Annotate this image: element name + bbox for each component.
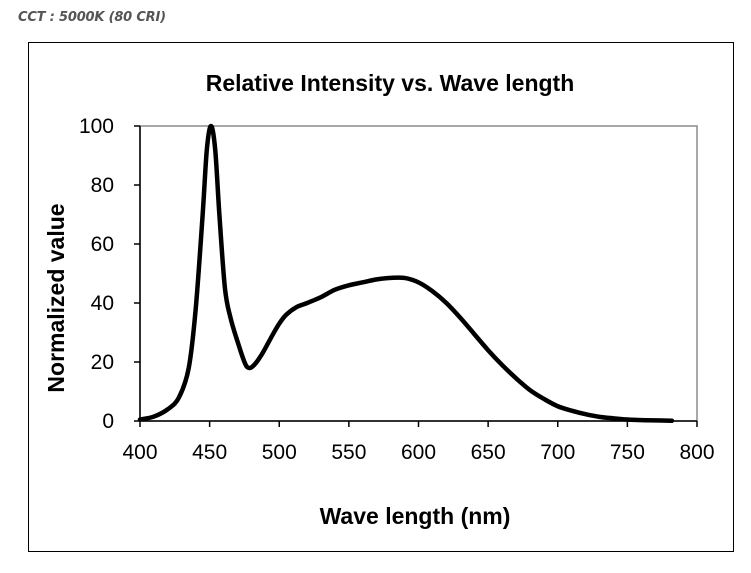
y-tick-label: 0 bbox=[102, 410, 114, 433]
x-tick-label: 450 bbox=[192, 441, 227, 464]
y-tick-label: 20 bbox=[91, 351, 114, 374]
x-tick-label: 500 bbox=[262, 441, 297, 464]
x-tick-label: 400 bbox=[122, 441, 157, 464]
cct-caption: CCT : 5000K (80 CRI) bbox=[18, 10, 166, 25]
chart-title: Relative Intensity vs. Wave length bbox=[206, 70, 575, 96]
y-axis-label: Normalized value bbox=[43, 203, 69, 392]
x-tick-label: 800 bbox=[679, 441, 714, 464]
x-axis-label: Wave length (nm) bbox=[320, 503, 511, 529]
y-tick-label: 100 bbox=[79, 115, 114, 138]
x-tick-label: 750 bbox=[610, 441, 645, 464]
series-line bbox=[137, 123, 675, 423]
y-tick-label: 40 bbox=[91, 292, 114, 315]
x-tick-label: 700 bbox=[540, 441, 575, 464]
x-tick-label: 600 bbox=[401, 441, 436, 464]
y-tick-label: 60 bbox=[91, 233, 114, 256]
chart-frame bbox=[28, 42, 734, 552]
x-tick-label: 650 bbox=[471, 441, 506, 464]
y-tick-label: 80 bbox=[91, 174, 114, 197]
x-tick-label: 550 bbox=[331, 441, 366, 464]
